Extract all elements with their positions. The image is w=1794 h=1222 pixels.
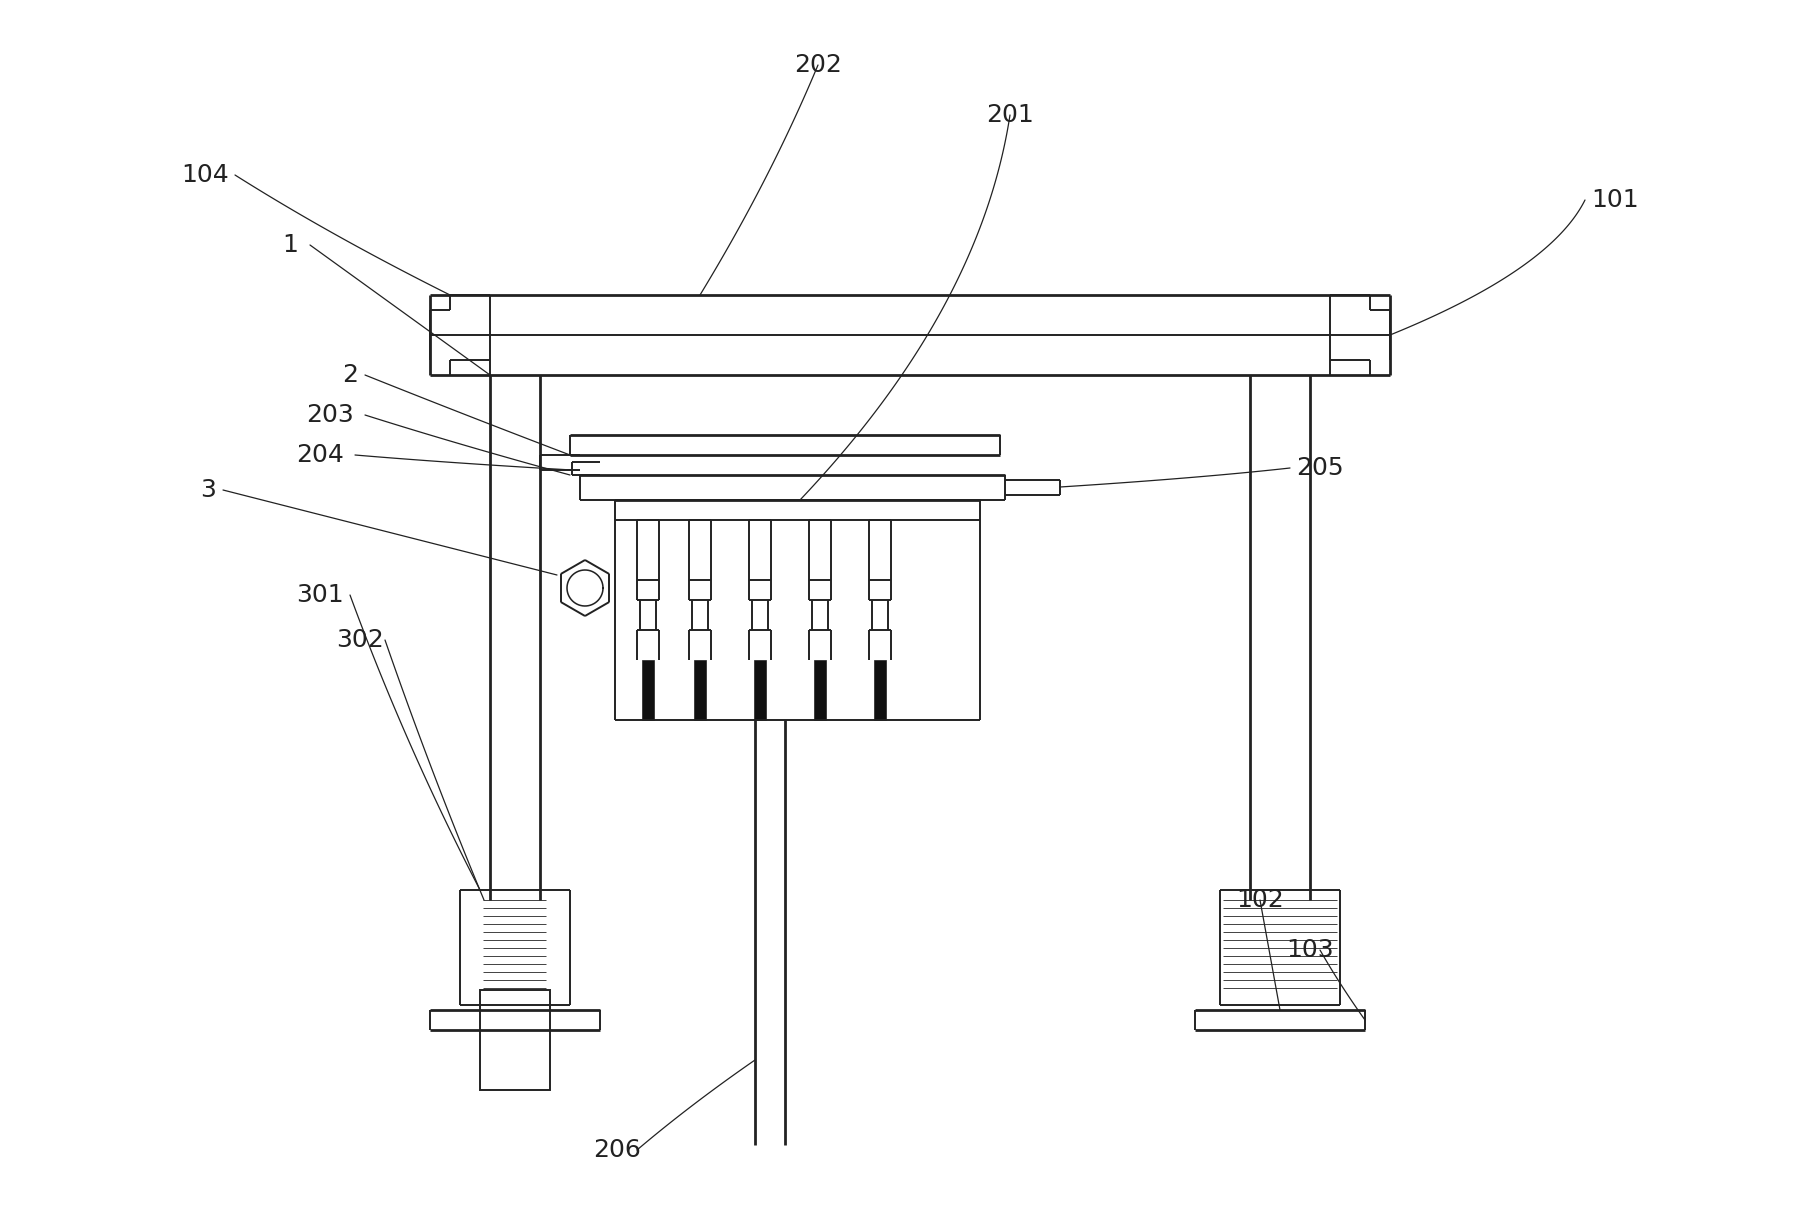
Bar: [481, 990, 551, 1090]
Text: 206: 206: [594, 1138, 640, 1162]
Text: 204: 204: [296, 444, 344, 467]
Bar: [694, 660, 707, 720]
Bar: [814, 660, 825, 720]
Text: 1: 1: [282, 233, 298, 257]
Text: 205: 205: [1297, 456, 1344, 480]
Bar: [753, 660, 766, 720]
Bar: [874, 660, 886, 720]
Text: 201: 201: [987, 103, 1033, 127]
Bar: [642, 660, 655, 720]
Text: 2: 2: [343, 363, 359, 387]
Text: 103: 103: [1286, 938, 1333, 962]
Text: 3: 3: [201, 478, 215, 502]
Text: 202: 202: [795, 53, 841, 77]
Text: 302: 302: [335, 628, 384, 653]
Text: 104: 104: [181, 163, 230, 187]
Text: 301: 301: [296, 583, 344, 607]
Text: 101: 101: [1591, 188, 1638, 211]
Text: 102: 102: [1236, 888, 1285, 912]
Text: 203: 203: [307, 403, 353, 426]
